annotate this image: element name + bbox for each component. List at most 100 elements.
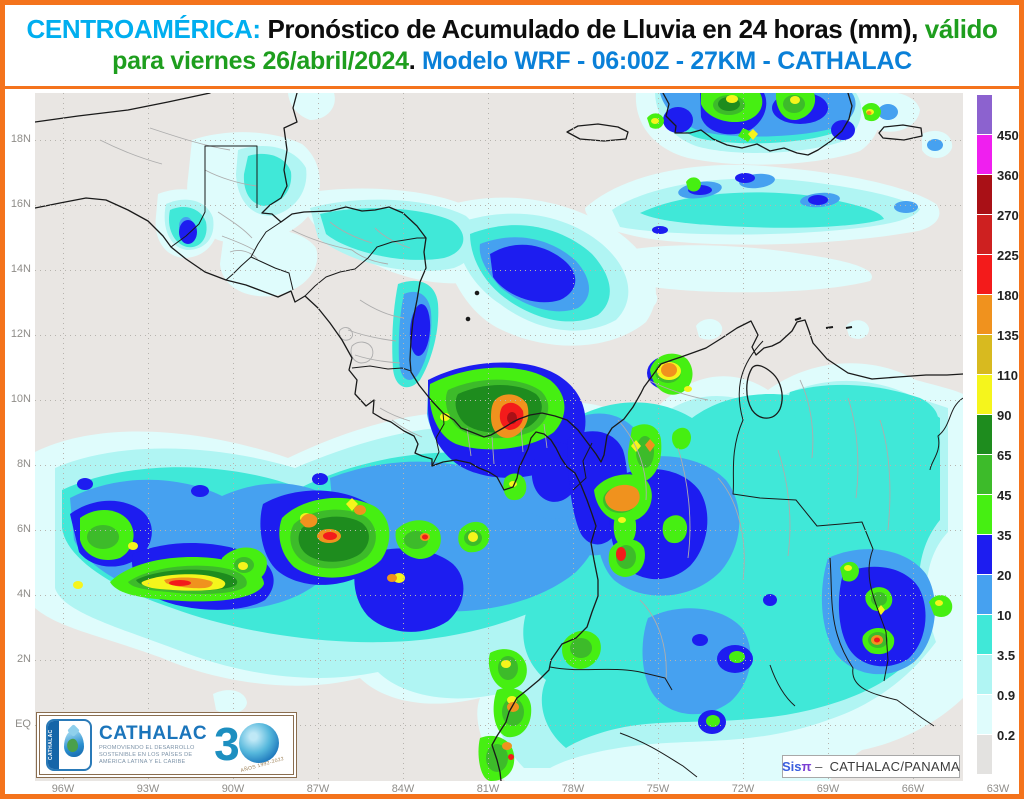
legend-swatch	[977, 175, 992, 215]
legend-value: 35	[997, 528, 1012, 543]
water-drop-icon	[64, 730, 84, 757]
lat-label: EQ	[15, 718, 31, 730]
lat-label: 2N	[16, 653, 31, 665]
legend-swatch	[977, 655, 992, 695]
plot-area	[35, 93, 963, 781]
legend-value: 135	[997, 328, 1019, 343]
legend-swatch	[977, 295, 992, 335]
lon-label: 84W	[391, 783, 415, 794]
legend-value: 45	[997, 488, 1012, 503]
cathalac-logo: CATHALAC CATHALAC PROMOVIENDO EL DESARRO…	[36, 712, 297, 778]
lon-label: 90W	[221, 783, 245, 794]
legend-value: 270	[997, 208, 1019, 223]
lat-axis: 18N 16N 14N 12N 10N 8N 6N 4N 2N EQ	[5, 89, 33, 794]
legend-value: 180	[997, 288, 1019, 303]
grid-line-lon	[828, 93, 829, 781]
grid-line-lon	[913, 93, 914, 781]
legend-swatch	[977, 95, 992, 135]
lat-label: 14N	[10, 263, 31, 275]
grid-line-lon	[573, 93, 574, 781]
legend-swatch	[977, 415, 992, 455]
grid-line-lat	[35, 595, 963, 596]
globe-icon	[239, 723, 280, 763]
grid-line-lon	[233, 93, 234, 781]
lat-label: 8N	[16, 458, 31, 470]
title-line1: CENTROAMÉRICA: Pronóstico de Acumulado d…	[26, 14, 998, 45]
grid-line-lat	[35, 205, 963, 206]
legend-value: 360	[997, 168, 1019, 183]
logo-tagline-3: AMÉRICA LATINA Y EL CARIBE	[99, 759, 186, 766]
anniversary-30-logo: 3 AÑOS 1992-2022	[214, 718, 285, 774]
grid-line-lon	[743, 93, 744, 781]
grid-line-lat	[35, 725, 963, 726]
legend-swatch	[977, 695, 992, 735]
lon-label: 72W	[731, 783, 755, 794]
map-region: 18N 16N 14N 12N 10N 8N 6N 4N 2N EQ 96W 93W 90W 87W 84…	[5, 89, 1019, 794]
logo-vertical-text: CATHALAC	[48, 721, 59, 769]
legend-swatch	[977, 615, 992, 655]
grid-line-lat	[35, 140, 963, 141]
legend-swatch	[977, 575, 992, 615]
grid-line-lon	[148, 93, 149, 781]
legend-swatch	[977, 535, 992, 575]
small-islands	[465, 290, 853, 329]
grid-line-lat	[35, 660, 963, 661]
legend-swatch	[977, 255, 992, 295]
legend-swatch	[977, 455, 992, 495]
attribution-box: Sis π – CATHALAC/PANAMA	[782, 755, 960, 778]
grid-line-lon	[488, 93, 489, 781]
title-segment: para viernes 26/abril/2024	[112, 47, 409, 76]
legend-value: 3.5	[997, 648, 1016, 663]
logo-tagline-2: SOSTENIBLE EN LOS PAÍSES DE	[99, 751, 193, 758]
legend-value: 110	[997, 368, 1018, 383]
lon-label: 96W	[51, 783, 75, 794]
legend-value: 10	[997, 608, 1012, 623]
title-line2: para viernes 26/abril/2024. Modelo WRF -…	[112, 47, 912, 76]
lon-label: 63W	[986, 783, 1010, 794]
latin-america-shape	[65, 737, 80, 754]
grid-line-lat	[35, 400, 963, 401]
legend-swatch	[977, 735, 992, 775]
legend-value: 65	[997, 448, 1012, 463]
grid-line-lon	[403, 93, 404, 781]
title-segment: CENTROAMÉRICA:	[26, 14, 262, 45]
grid-line-lon	[63, 93, 64, 781]
grid-line-lon	[658, 93, 659, 781]
legend: 450 360 270 225 180 135 110 90 65 45 35 20 10 3.5 0.9 0…	[977, 95, 1019, 780]
legend-value: 90	[997, 408, 1012, 423]
grid-line-lon	[318, 93, 319, 781]
attribution-tt: π	[801, 759, 812, 774]
legend-value: 225	[997, 248, 1019, 263]
legend-swatch	[977, 375, 992, 415]
rainfall-map	[35, 93, 963, 781]
title-banner: CENTROAMÉRICA: Pronóstico de Acumulado d…	[5, 5, 1019, 86]
attribution-sis: Sis	[782, 759, 802, 774]
country-borders	[170, 145, 963, 778]
attribution-dash: –	[811, 759, 830, 774]
lon-label: 69W	[816, 783, 840, 794]
logo-name: CATHALAC	[99, 722, 208, 744]
legend-swatch	[977, 135, 992, 175]
legend-value: 20	[997, 568, 1012, 583]
lon-label: 93W	[136, 783, 160, 794]
title-segment: Pronóstico de Acumulado de Lluvia en 24 …	[260, 14, 925, 45]
lon-label: 81W	[476, 783, 500, 794]
lat-label: 12N	[10, 328, 31, 340]
legend-value: 0.2	[997, 728, 1016, 743]
anniversary-number: 3	[214, 718, 240, 770]
lat-label: 10N	[10, 393, 31, 405]
attribution-org: CATHALAC/PANAMA	[829, 759, 960, 774]
lon-label: 87W	[306, 783, 330, 794]
legend-swatch	[977, 215, 992, 255]
grid-line-lat	[35, 465, 963, 466]
legend-value: 0.9	[997, 688, 1016, 703]
lon-axis: 96W 93W 90W 87W 84W 81W 78W 75W 72W 69W 66W 63W	[5, 783, 1019, 794]
logo-tagline-1: PROMOVIENDO EL DESARROLLO	[99, 744, 195, 751]
lon-label: 66W	[901, 783, 925, 794]
legend-value: 450	[997, 128, 1019, 143]
title-segment: Modelo WRF - 06:00Z - 27KM - CATHALAC	[422, 47, 912, 76]
legend-swatch	[977, 495, 992, 535]
title-segment: .	[408, 47, 423, 76]
cathalac-logo-icon: CATHALAC	[46, 719, 92, 771]
